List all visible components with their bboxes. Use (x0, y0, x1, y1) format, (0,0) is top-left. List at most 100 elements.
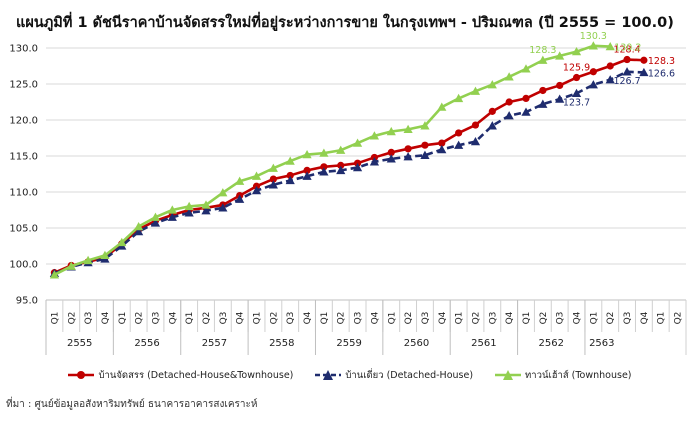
data-point (521, 64, 531, 73)
data-point (639, 67, 649, 77)
data-point (606, 62, 614, 70)
x-tick-label: Q3 (421, 312, 431, 325)
x-tick-label: Q4 (640, 311, 650, 324)
data-point (571, 88, 582, 98)
data-point (49, 270, 60, 279)
y-tick-label: 130.0 (9, 44, 38, 55)
data-point (421, 141, 429, 149)
y-tick-label: 110.0 (9, 188, 38, 199)
data-point (184, 208, 194, 217)
legend-item: บ้านจัดสรร (Detached-House&Townhouse) (68, 366, 293, 384)
year-label: 2560 (404, 338, 429, 349)
data-point (336, 145, 346, 154)
data-point (201, 206, 211, 215)
data-point (488, 107, 496, 115)
data-point (218, 188, 228, 197)
data-point (167, 205, 177, 214)
data-point (556, 81, 564, 90)
data-point (150, 212, 161, 221)
data-point (386, 126, 396, 136)
data-point (623, 55, 631, 64)
data-point (336, 165, 346, 175)
data-point (167, 212, 177, 221)
source-note: ที่มา : ศูนย์ข้อมูลอสังหาริมทรัพย์ ธนาคา… (6, 399, 258, 410)
data-point (539, 86, 547, 95)
data-point (438, 139, 446, 147)
data-label: 123.7 (563, 97, 590, 108)
y-tick-label: 125.0 (9, 80, 38, 91)
data-label: 126.7 (613, 76, 640, 87)
data-point (352, 138, 363, 147)
x-tick-label: Q1 (455, 312, 465, 325)
data-point (622, 67, 632, 76)
data-label: 128.3 (648, 56, 675, 67)
data-label: 130.3 (580, 31, 607, 42)
x-tick-label: Q4 (438, 311, 448, 324)
x-tick-label: Q3 (488, 312, 498, 325)
legend-swatch (315, 370, 342, 380)
data-point (588, 41, 598, 50)
data-point (403, 124, 413, 134)
data-point (538, 55, 548, 64)
data-point (504, 72, 514, 81)
x-tick-label: Q1 (657, 312, 667, 325)
data-label: 130.2 (614, 43, 641, 54)
data-point (251, 185, 262, 195)
data-point (337, 161, 345, 169)
data-point (437, 144, 447, 154)
data-point (286, 171, 294, 180)
data-point (83, 255, 93, 265)
x-tick-label: Q2 (269, 312, 279, 325)
legend-item: บ้านเดี่ยว (Detached-House) (315, 366, 473, 384)
series-line (53, 70, 644, 275)
x-tick-label: Q4 (236, 311, 246, 324)
chart-legend: บ้านจัดสรร (Detached-House&Townhouse) บ้า… (0, 366, 700, 384)
data-label: 125.9 (563, 63, 590, 74)
year-label: 2556 (134, 338, 159, 349)
x-tick-label: Q4 (168, 311, 178, 324)
data-point (319, 148, 329, 157)
x-tick-label: Q2 (404, 312, 414, 325)
chart-title: แผนภูมิที่ 1 ดัชนีราคาบ้านจัดสรรใหม่ที่อ… (16, 15, 674, 31)
data-label: 126.6 (648, 68, 675, 79)
data-point (184, 201, 194, 211)
data-point (605, 41, 615, 51)
year-label: 2558 (269, 338, 294, 349)
data-point (640, 56, 648, 64)
data-point (235, 176, 245, 185)
data-point (572, 73, 581, 82)
data-point (470, 86, 481, 95)
x-tick-label: Q1 (50, 312, 60, 325)
data-point (522, 94, 530, 102)
data-point (504, 111, 514, 120)
x-tick-label: Q1 (320, 312, 330, 325)
data-point (150, 218, 161, 227)
data-point (134, 227, 144, 236)
x-tick-label: Q1 (387, 312, 397, 325)
x-tick-label: Q1 (589, 312, 599, 325)
year-label: 2561 (471, 338, 496, 349)
data-point (269, 175, 277, 183)
year-label: 2559 (336, 338, 361, 349)
x-tick-label: Q3 (556, 312, 566, 325)
data-point (285, 156, 295, 165)
data-point (387, 148, 395, 156)
x-tick-label: Q3 (286, 312, 296, 325)
data-point (66, 261, 76, 270)
legend-swatch (68, 371, 95, 379)
year-label: 2562 (539, 338, 564, 349)
data-point (505, 98, 513, 106)
x-tick-label: Q2 (606, 312, 616, 325)
data-point (487, 80, 497, 89)
y-tick-label: 120.0 (9, 116, 38, 127)
data-point (555, 94, 565, 103)
data-point (605, 75, 615, 84)
data-point (555, 51, 565, 60)
data-point (369, 157, 380, 166)
data-point (588, 80, 598, 89)
x-tick-label: Q4 (505, 311, 515, 324)
x-tick-label: Q3 (151, 312, 161, 325)
x-tick-label: Q2 (202, 312, 212, 325)
legend-label: ทาวน์เฮ้าส์ (Townhouse) (525, 369, 632, 381)
